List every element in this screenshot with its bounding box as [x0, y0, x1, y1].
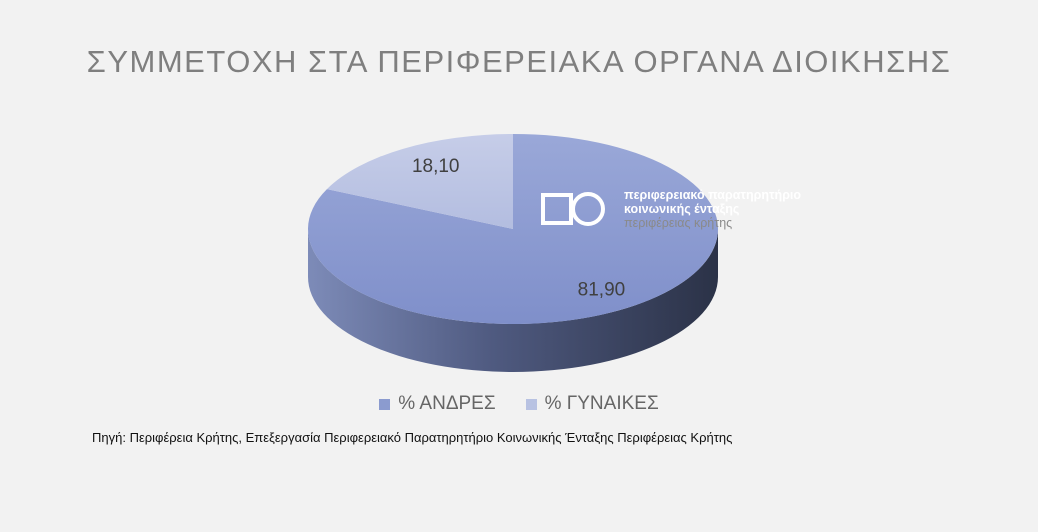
observatory-logo: περιφερειακό παρατηρητήριο κοινωνικής έν… [541, 188, 801, 230]
legend-label-men: % ΑΝΔΡΕΣ [398, 393, 496, 414]
logo-line-2: κοινωνικής ένταξης [624, 202, 739, 216]
pie-side-wall [308, 229, 718, 372]
chart-title: ΣΥΜΜΕΤΟΧΗ ΣΤΑ ΠΕΡΙΦΕΡΕΙΑΚΑ ΟΡΓΑΝΑ ΔΙΟΙΚΗ… [86, 44, 952, 79]
data-label-men: 81,90 [578, 280, 626, 301]
logo-line-1: περιφερειακό παρατηρητήριο [624, 188, 801, 202]
logo-circle-icon [571, 192, 605, 226]
source-note: Πηγή: Περιφέρεια Κρήτης, Επεξεργασία Περ… [92, 430, 733, 445]
legend-label-women: % ΓΥΝΑΙΚΕΣ [544, 393, 659, 414]
legend-swatch-men [379, 398, 391, 410]
logo-line-3: περιφέρειας κρήτης [624, 216, 732, 230]
data-label-women: 18,10 [412, 156, 460, 177]
pie-slice-women [326, 134, 513, 229]
legend-item-men: % ΑΝΔΡΕΣ [379, 393, 496, 415]
chart-legend: % ΑΝΔΡΕΣ % ΓΥΝΑΙΚΕΣ [0, 393, 1038, 415]
legend-item-women: % ΓΥΝΑΙΚΕΣ [525, 393, 659, 415]
legend-swatch-women [525, 398, 537, 410]
